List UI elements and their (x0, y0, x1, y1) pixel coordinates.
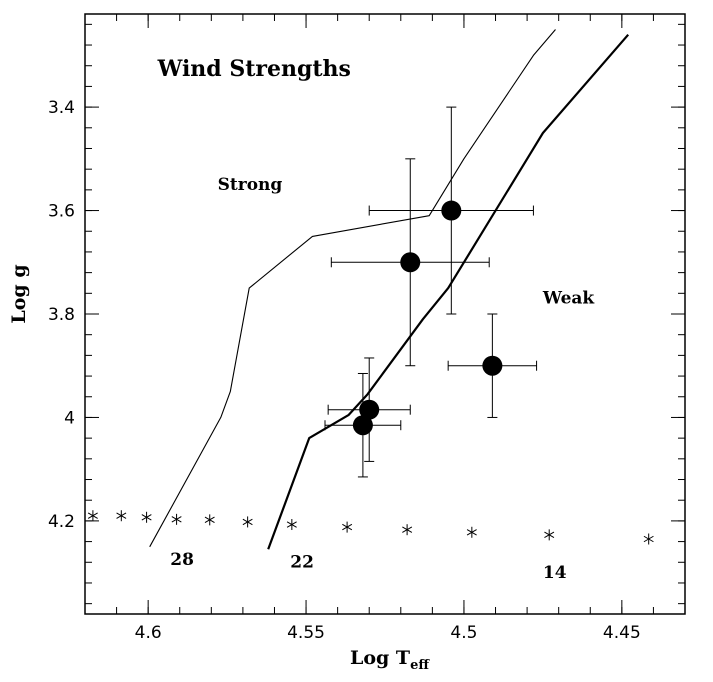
annotation-text: Strong (218, 175, 283, 195)
x-tick-labels: 4.6 4.55 4.5 4.45 (135, 623, 641, 643)
y-tick-label: 3.6 (48, 202, 75, 222)
asterisk-point (643, 533, 654, 545)
plot-frame (84, 13, 686, 615)
major-ticks (85, 14, 685, 614)
errorbar-point (447, 313, 538, 418)
errorbar-point (330, 158, 490, 367)
x-axis-label: Log Teff (350, 647, 430, 673)
asterisk-point (242, 516, 253, 528)
x-axis-label-main: Log T (350, 647, 410, 669)
errorbar-point (368, 106, 534, 315)
asterisk-point (544, 529, 555, 541)
asterisk-stroke (141, 514, 152, 521)
y-tick-label: 3.4 (48, 98, 75, 118)
data-point (482, 355, 503, 376)
x-tick-label: 4.6 (135, 623, 162, 643)
asterisk-stroke (466, 529, 477, 536)
errorbar-series (324, 106, 538, 478)
x-axis-label-subscript: eff (410, 658, 430, 673)
y-tick-labels: 3.4 3.6 3.8 4 4.2 (48, 98, 75, 532)
asterisk-stroke (544, 531, 555, 539)
annotation-text: 28 (170, 550, 194, 570)
asterisk-point (87, 510, 98, 522)
asterisk-point (342, 521, 353, 533)
asterisk-point (171, 513, 182, 525)
annotation-text: 22 (290, 552, 314, 572)
annotations: Wind Strengths Strong Weak 28 22 14 (157, 56, 596, 583)
curves (149, 29, 630, 550)
x-tick-label: 4.55 (287, 623, 325, 643)
data-point (359, 399, 380, 420)
annotation-text: 14 (543, 563, 567, 583)
asterisk-point (402, 524, 413, 536)
y-axis-label: Log g (8, 264, 30, 323)
data-point (352, 415, 373, 436)
data-point (441, 200, 462, 221)
asterisk-series (87, 510, 654, 545)
y-tick-label: 4 (64, 408, 75, 428)
asterisk-stroke (342, 523, 353, 531)
y-tick-label: 3.8 (48, 305, 75, 325)
errorbar-point (327, 357, 411, 462)
asterisk-stroke (402, 526, 413, 533)
asterisk-point (466, 526, 477, 538)
x-tick-label: 4.5 (450, 623, 477, 643)
asterisk-point (116, 510, 127, 522)
asterisk-point (141, 511, 152, 523)
asterisk-point (204, 514, 215, 526)
asterisk-stroke (286, 521, 297, 528)
asterisk-stroke (204, 516, 215, 524)
minor-ticks (84, 14, 686, 614)
asterisk-stroke (643, 535, 654, 543)
thick-curve (267, 33, 630, 550)
thin-curve (149, 29, 556, 548)
asterisk-stroke (242, 518, 253, 526)
asterisk-stroke (116, 512, 127, 519)
asterisk-stroke (171, 516, 182, 523)
x-tick-label: 4.45 (603, 623, 641, 643)
y-tick-label: 4.2 (48, 512, 75, 532)
annotation-text: Weak (542, 289, 596, 309)
errorbar-point (324, 372, 402, 478)
data-point (400, 252, 421, 273)
asterisk-point (286, 519, 297, 531)
asterisk-stroke (87, 512, 98, 519)
annotation-text: Wind Strengths (157, 56, 351, 82)
